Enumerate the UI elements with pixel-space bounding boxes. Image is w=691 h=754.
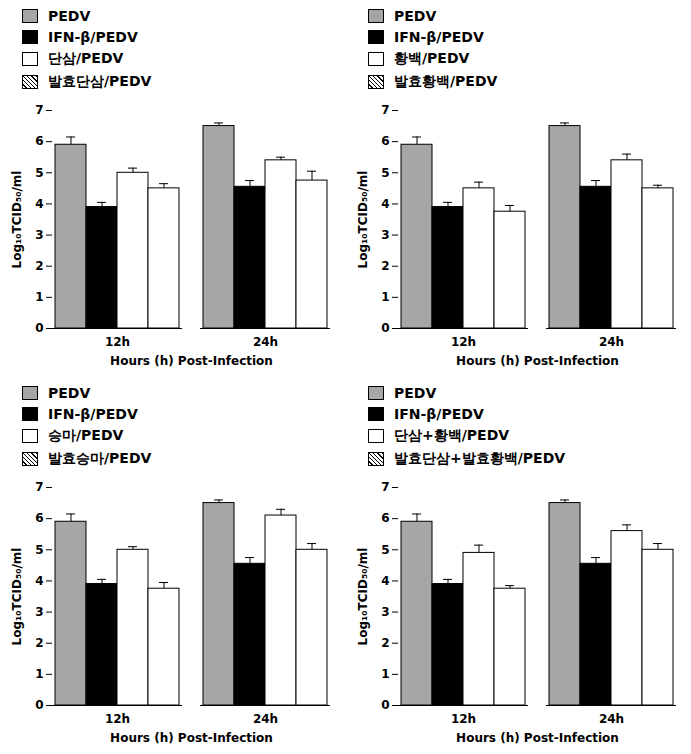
svg-text:24h: 24h [253, 335, 278, 349]
svg-text:Hours (h) Post-Infection: Hours (h) Post-Infection [110, 354, 273, 368]
svg-text:1: 1 [35, 290, 43, 304]
html-text:IFN-β/PEDV: IFN-β/PEDV [394, 406, 484, 422]
svg-text:0: 0 [35, 698, 43, 712]
svg-text:24h: 24h [599, 335, 624, 349]
svg-text:3: 3 [35, 605, 43, 619]
html-text:발효단삼+발효황백/PEDV: 발효단삼+발효황백/PEDV [394, 450, 566, 466]
svg-text:5: 5 [35, 543, 43, 557]
svg-text:5: 5 [381, 543, 389, 557]
svg-text:12h: 12h [105, 335, 130, 349]
html-text:단삼+황백/PEDV: 단삼+황백/PEDV [394, 427, 510, 443]
svg-text:Log₁₀TCID₅₀/ml: Log₁₀TCID₅₀/ml [10, 548, 24, 646]
svg-text:1: 1 [381, 290, 389, 304]
html-text:발효황백/PEDV: 발효황백/PEDV [394, 73, 498, 89]
html-text:PEDV: PEDV [48, 385, 91, 401]
svg-text:6: 6 [381, 511, 389, 525]
svg-text:Hours (h) Post-Infection: Hours (h) Post-Infection [110, 731, 273, 745]
svg-text:4: 4 [35, 197, 43, 211]
svg-text:5: 5 [381, 166, 389, 180]
svg-text:Log₁₀TCID₅₀/ml: Log₁₀TCID₅₀/ml [356, 548, 370, 646]
html-text:발효승마/PEDV: 발효승마/PEDV [48, 450, 152, 466]
svg-text:7: 7 [381, 480, 389, 494]
svg-text:Hours (h) Post-Infection: Hours (h) Post-Infection [456, 731, 619, 745]
svg-text:4: 4 [381, 574, 389, 588]
svg-text:2: 2 [35, 259, 43, 273]
svg-text:Hours (h) Post-Infection: Hours (h) Post-Infection [456, 354, 619, 368]
html-text:황백/PEDV: 황백/PEDV [394, 50, 470, 66]
svg-text:2: 2 [381, 259, 389, 273]
svg-text:6: 6 [381, 134, 389, 148]
svg-text:5: 5 [35, 166, 43, 180]
svg-text:12h: 12h [105, 712, 130, 726]
svg-text:3: 3 [381, 228, 389, 242]
html-text:IFN-β/PEDV: IFN-β/PEDV [48, 29, 138, 45]
html-text:PEDV: PEDV [394, 8, 437, 24]
svg-text:7: 7 [35, 103, 43, 117]
svg-text:1: 1 [381, 667, 389, 681]
svg-text:2: 2 [381, 636, 389, 650]
html-text:PEDV: PEDV [48, 8, 91, 24]
svg-text:4: 4 [381, 197, 389, 211]
svg-text:12h: 12h [451, 712, 476, 726]
svg-text:6: 6 [35, 134, 43, 148]
html-text:발효단삼/PEDV: 발효단삼/PEDV [48, 73, 152, 89]
svg-text:1: 1 [35, 667, 43, 681]
html-text:PEDV: PEDV [394, 385, 437, 401]
html-text:단삼/PEDV: 단삼/PEDV [48, 50, 124, 66]
svg-text:7: 7 [381, 103, 389, 117]
html-text:승마/PEDV: 승마/PEDV [48, 427, 124, 443]
svg-text:12h: 12h [451, 335, 476, 349]
svg-text:2: 2 [35, 636, 43, 650]
svg-text:0: 0 [381, 698, 389, 712]
svg-text:Log₁₀TCID₅₀/ml: Log₁₀TCID₅₀/ml [10, 171, 24, 269]
svg-text:24h: 24h [253, 712, 278, 726]
svg-text:0: 0 [381, 321, 389, 335]
svg-text:3: 3 [35, 228, 43, 242]
svg-text:24h: 24h [599, 712, 624, 726]
svg-text:6: 6 [35, 511, 43, 525]
svg-text:Log₁₀TCID₅₀/ml: Log₁₀TCID₅₀/ml [356, 171, 370, 269]
svg-text:4: 4 [35, 574, 43, 588]
svg-text:7: 7 [35, 480, 43, 494]
svg-text:3: 3 [381, 605, 389, 619]
html-text:IFN-β/PEDV: IFN-β/PEDV [394, 29, 484, 45]
html-text:IFN-β/PEDV: IFN-β/PEDV [48, 406, 138, 422]
svg-text:0: 0 [35, 321, 43, 335]
